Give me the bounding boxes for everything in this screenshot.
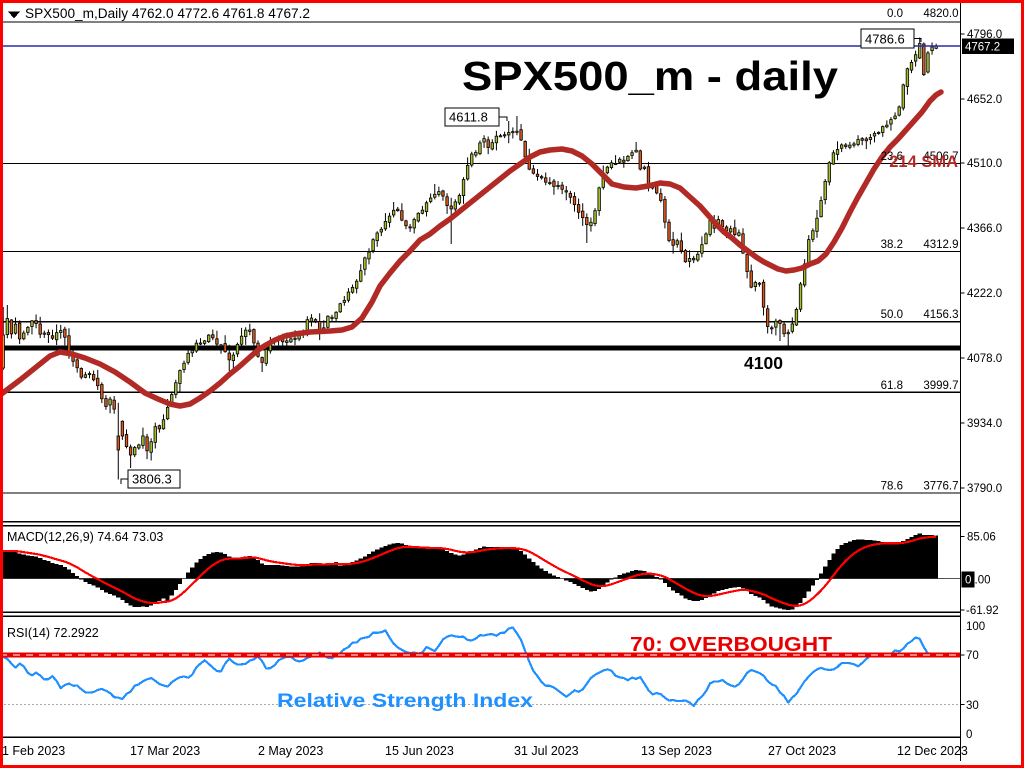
svg-text:70: OVERBOUGHT: 70: OVERBOUGHT	[630, 634, 832, 656]
svg-text:17 Mar 2023: 17 Mar 2023	[130, 744, 200, 758]
svg-text:4652.0: 4652.0	[967, 94, 1002, 106]
svg-text:-61.92: -61.92	[966, 605, 999, 617]
svg-text:4820.0: 4820.0	[923, 8, 958, 20]
svg-text:85.06: 85.06	[967, 532, 996, 544]
svg-text:MACD(12,26,9) 74.64 73.03: MACD(12,26,9) 74.64 73.03	[7, 530, 163, 544]
svg-text:13 Sep 2023: 13 Sep 2023	[641, 744, 712, 758]
svg-text:4366.0: 4366.0	[967, 223, 1002, 235]
svg-text:4222.0: 4222.0	[967, 288, 1002, 300]
svg-text:4312.9: 4312.9	[923, 239, 958, 251]
svg-text:.00: .00	[975, 575, 991, 587]
svg-text:61.8: 61.8	[881, 380, 903, 392]
svg-text:4156.3: 4156.3	[923, 309, 958, 321]
svg-text:0: 0	[966, 729, 972, 741]
svg-text:4767.2: 4767.2	[965, 42, 1000, 54]
svg-text:100: 100	[966, 621, 985, 633]
svg-text:4786.6: 4786.6	[865, 32, 905, 47]
svg-text:4100: 4100	[744, 353, 783, 373]
svg-text:15 Jun 2023: 15 Jun 2023	[385, 744, 454, 758]
svg-text:38.2: 38.2	[881, 239, 903, 251]
svg-text:3776.7: 3776.7	[923, 481, 958, 493]
svg-text:1 Feb 2023: 1 Feb 2023	[2, 744, 65, 758]
svg-text:12 Dec 2023: 12 Dec 2023	[897, 744, 968, 758]
svg-text:3806.3: 3806.3	[132, 472, 172, 487]
svg-text:0: 0	[965, 575, 971, 587]
svg-text:78.6: 78.6	[881, 481, 903, 493]
svg-text:Relative Strength Index: Relative Strength Index	[277, 691, 534, 712]
svg-text:27 Oct 2023: 27 Oct 2023	[768, 744, 836, 758]
svg-text:4506.7: 4506.7	[923, 151, 958, 163]
svg-text:SPX500_m - daily: SPX500_m - daily	[462, 53, 838, 99]
svg-text:23.6: 23.6	[881, 151, 903, 163]
svg-text:214 SMA: 214 SMA	[889, 153, 958, 171]
svg-text:50.0: 50.0	[881, 309, 903, 321]
svg-text:3934.0: 3934.0	[967, 418, 1002, 430]
svg-text:4611.8: 4611.8	[449, 110, 488, 125]
svg-text:2 May 2023: 2 May 2023	[258, 744, 323, 758]
svg-text:70: 70	[966, 650, 979, 662]
svg-text:4078.0: 4078.0	[967, 353, 1002, 365]
svg-text:4510.0: 4510.0	[967, 158, 1002, 170]
svg-text:3790.0: 3790.0	[967, 483, 1002, 495]
svg-text:SPX500_m,Daily 4762.0 4772.6: SPX500_m,Daily 4762.0 4772.6 4761.8 4767…	[25, 6, 310, 21]
svg-text:3999.7: 3999.7	[923, 380, 958, 392]
svg-text:4796.0: 4796.0	[967, 29, 1002, 41]
svg-text:RSI(14) 72.2922: RSI(14) 72.2922	[7, 626, 99, 640]
svg-text:0.0: 0.0	[887, 8, 903, 20]
svg-text:30: 30	[966, 700, 979, 712]
svg-text:31 Jul 2023: 31 Jul 2023	[514, 744, 579, 758]
